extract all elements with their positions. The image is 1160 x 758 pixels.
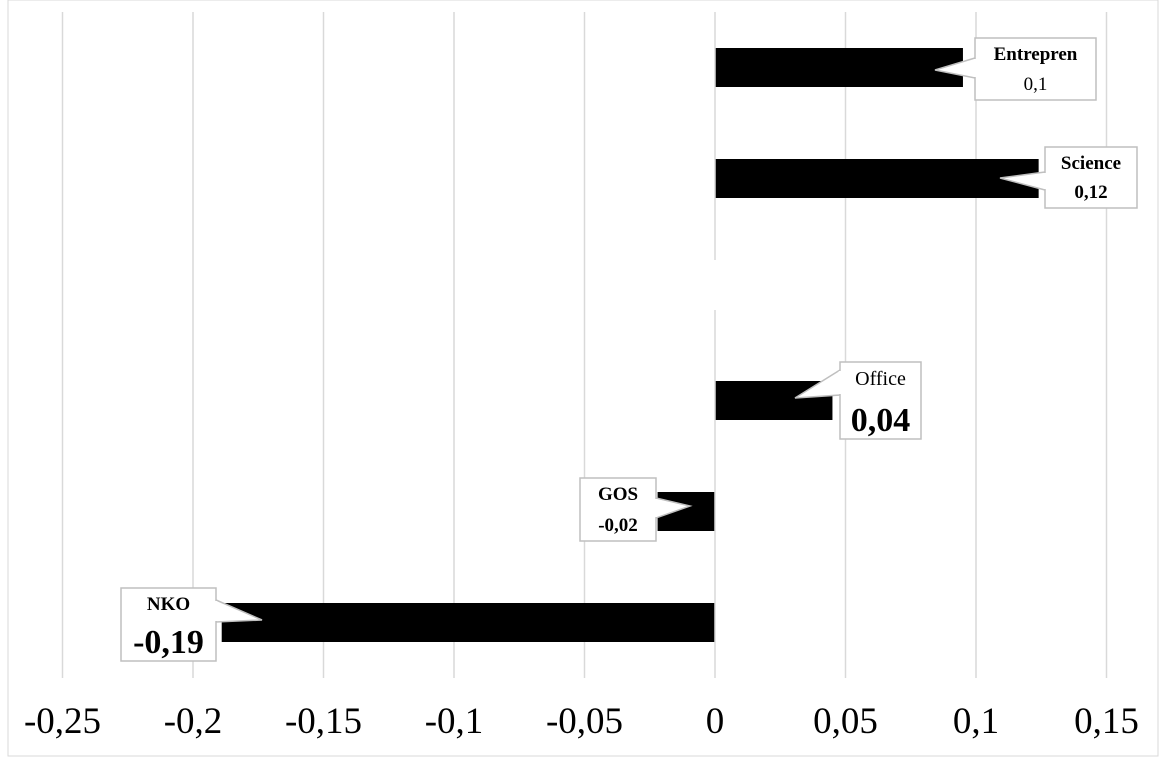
x-tick-label: 0,05 (813, 701, 878, 742)
data-label-value: 0,12 (1074, 182, 1107, 203)
data-label-science: Science 0,12 (999, 146, 1138, 209)
bar (715, 159, 1039, 198)
bar (221, 603, 715, 642)
x-tick-label: -0,2 (164, 701, 223, 742)
data-label-entrepren: Entrepren 0,1 (934, 37, 1097, 101)
data-label-name: Entrepren (994, 44, 1078, 65)
x-tick-label: 0 (706, 701, 725, 742)
x-tick-labels: -0,25 -0,2 -0,15 -0,1 -0,05 0 0,05 0,1 0,15 (24, 701, 1139, 742)
x-tick-label: 0,15 (1074, 701, 1139, 742)
data-label-value: -0,02 (598, 515, 638, 536)
x-tick-label: -0,1 (425, 701, 484, 742)
gridlines (61, 12, 1108, 678)
callout-box (839, 361, 922, 440)
x-tick-label: 0,1 (953, 701, 999, 742)
x-tick-label: -0,15 (285, 701, 362, 742)
bar (715, 48, 963, 87)
data-label-value: -0,19 (133, 624, 204, 661)
x-tick-label: -0,05 (546, 701, 623, 742)
callout-box (579, 477, 657, 542)
data-label-gos: GOS -0,02 (579, 477, 693, 542)
data-label-name: NKO (147, 594, 190, 615)
data-label-nko: NKO -0,19 (120, 587, 263, 662)
bars (221, 48, 1039, 642)
data-label-name: Science (1061, 153, 1121, 174)
x-tick-label: -0,25 (24, 701, 101, 742)
callout-box (120, 587, 217, 662)
callout-box (974, 37, 1097, 101)
data-label-name: GOS (598, 484, 638, 505)
data-labels: Entrepren 0,1 Science 0,12 Office 0,04 GOS -0,0… (120, 37, 1138, 662)
data-label-value: 0,1 (1024, 74, 1048, 95)
data-label-name: Office (855, 368, 906, 390)
data-label-office: Office 0,04 (794, 361, 922, 440)
data-label-value: 0,04 (851, 402, 911, 439)
